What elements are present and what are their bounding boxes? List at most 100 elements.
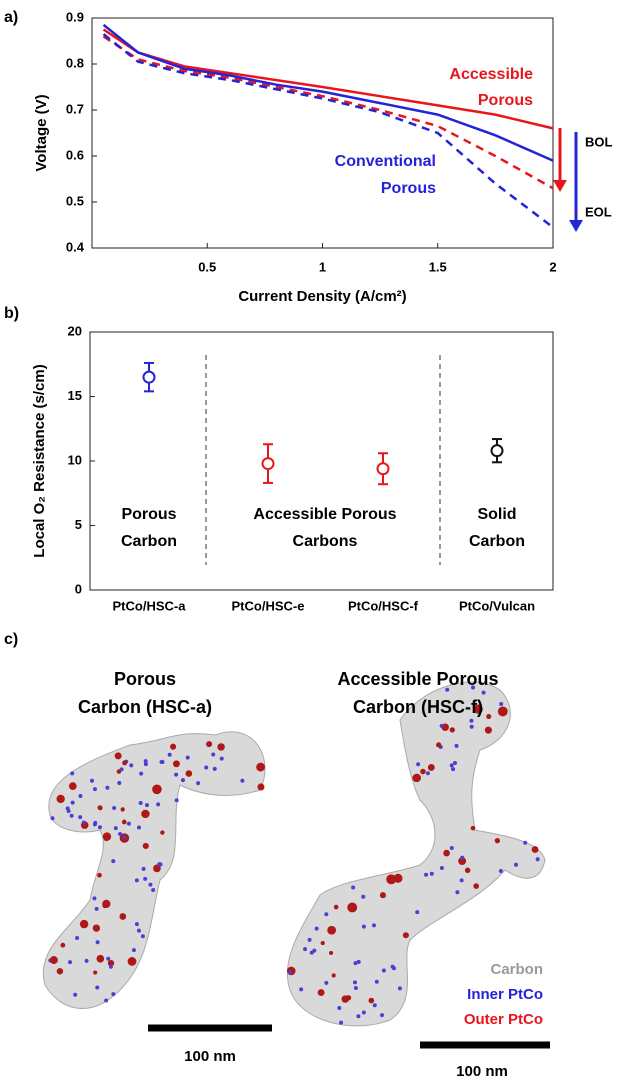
particle-dot [122, 835, 127, 840]
particle-dot [148, 882, 153, 887]
particle-dot [134, 922, 139, 927]
particle-dot [372, 1003, 377, 1008]
x-tick-label: PtCo/HSC-a [113, 598, 187, 613]
panel-label: a) [4, 9, 18, 26]
panel-title: Accessible Porous [337, 669, 498, 689]
y-tick-label: 15 [68, 388, 82, 403]
particle-dot [499, 701, 504, 706]
particle-dot [75, 935, 80, 940]
particle-dot [141, 866, 146, 871]
x-tick-label: PtCo/Vulcan [459, 598, 535, 613]
annotation: BOL [585, 134, 613, 149]
particle-dot [380, 1013, 385, 1018]
particle-dot [206, 741, 213, 748]
particle-dot [333, 904, 339, 910]
annotation: EOL [585, 204, 612, 219]
plot-frame [91, 17, 554, 249]
arrowhead-blue [569, 220, 583, 232]
panel-title: Porous [114, 669, 176, 689]
legend-entry: Outer PtCo [464, 1011, 543, 1028]
particle-dot [443, 849, 450, 857]
particle-dot [157, 862, 162, 867]
panel-label: c) [4, 631, 18, 648]
particle-dot [425, 771, 430, 776]
particle-dot [445, 687, 450, 692]
particle-dot [97, 825, 102, 830]
particle-dot [95, 985, 100, 990]
particle-dot [143, 759, 148, 764]
particle-dot [174, 772, 179, 777]
particle-dot [105, 785, 110, 790]
particle-dot [103, 836, 109, 842]
particle-dot [458, 857, 467, 866]
particle-dot [331, 973, 336, 978]
particle-dot [92, 896, 97, 901]
particle-dot [449, 845, 454, 850]
particle-dot [470, 825, 476, 831]
particle-dot [111, 859, 116, 864]
marker [142, 370, 156, 384]
line-series [102, 35, 554, 190]
particle-dot [68, 782, 77, 790]
particle-dot [464, 867, 471, 873]
particle-dot [111, 992, 116, 997]
particle-dot [119, 767, 124, 772]
particle-dot [78, 815, 83, 820]
particle-dot [374, 979, 379, 984]
particle-dot [356, 1014, 361, 1019]
particle-dot [497, 706, 508, 717]
particle-dot [70, 800, 75, 805]
particle-dot [142, 842, 149, 849]
particle-dot [531, 846, 539, 853]
particle-dot [381, 968, 386, 973]
group-label: Porous [121, 506, 176, 523]
legend-entry: Inner PtCo [467, 986, 543, 1003]
arrowhead-red [553, 180, 567, 192]
y-tick-label: 0.6 [66, 147, 84, 162]
marker [261, 457, 275, 471]
particle-dot [121, 819, 127, 825]
particle-dot [486, 714, 492, 720]
particle-dot [351, 885, 356, 890]
group-label: Carbons [293, 533, 358, 550]
particle-dot [127, 957, 137, 966]
particle-dot [451, 767, 456, 772]
particle-dot [139, 771, 144, 776]
particle-dot [402, 932, 409, 939]
particle-dot [104, 998, 109, 1003]
plot-frame [89, 331, 554, 591]
particle-dot [257, 783, 265, 791]
particle-dot [117, 781, 122, 786]
y-tick-label: 0.8 [66, 55, 84, 70]
particle-dot [134, 878, 139, 883]
annotation: Conventional [335, 153, 436, 170]
particle-dot [113, 826, 118, 831]
particle-dot [469, 718, 474, 723]
particle-dot [160, 830, 165, 835]
particle-dot [66, 808, 71, 813]
group-label: Carbon [121, 533, 177, 550]
particle-dot [379, 892, 386, 899]
particle-dot [90, 778, 95, 783]
particle-dot [126, 821, 131, 826]
particle-dot [471, 685, 476, 690]
particle-dot [144, 803, 149, 808]
decoration [42, 128, 583, 1049]
particle-dot [420, 768, 426, 775]
particle-dot [397, 986, 402, 991]
particle-dot [498, 869, 503, 874]
y-tick-label: 10 [68, 452, 82, 467]
particle-dot [95, 940, 100, 945]
particle-dot [79, 919, 89, 929]
particle-dot [460, 855, 465, 860]
particle-dot [449, 763, 454, 768]
particle-dot [412, 773, 422, 783]
particle-dot [151, 887, 156, 892]
particle-dot [156, 802, 161, 807]
line-series [102, 23, 554, 162]
particle-dot [339, 1020, 344, 1025]
particle-dot [119, 913, 127, 920]
particle-dot [136, 928, 141, 933]
particle-dot [138, 800, 143, 805]
particle-dot [143, 762, 148, 767]
